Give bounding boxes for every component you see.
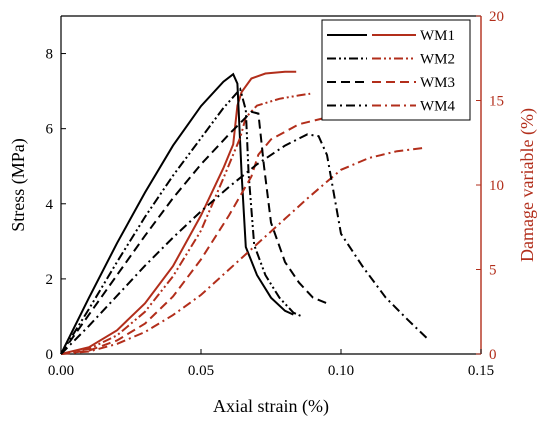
y-tick-label: 6 — [46, 122, 54, 138]
y-tick-label: 0 — [46, 347, 54, 363]
x-tick-label: 0.10 — [328, 363, 354, 379]
legend-label-wm4: WM4 — [420, 99, 455, 115]
y2-tick-label: 15 — [489, 94, 504, 110]
damage-line-wm1 — [60, 70, 297, 355]
y2-tick-label: 20 — [489, 9, 504, 25]
stress-line-wm3 — [60, 110, 328, 355]
damage-line-wm4 — [60, 146, 426, 355]
y2-axis-title: Damage variable (%) — [517, 108, 538, 262]
y-tick-label: 2 — [46, 272, 54, 288]
y2-tick-label: 0 — [489, 347, 497, 363]
y2-tick-label: 10 — [489, 178, 504, 194]
legend-label-wm2: WM2 — [420, 52, 455, 68]
stress-line-wm2 — [60, 87, 303, 355]
legend-label-wm1: WM1 — [420, 28, 455, 44]
legend: WM1 WM2 WM3 WM4 — [321, 19, 471, 121]
damage-line-wm3 — [60, 114, 344, 355]
stress-line-wm4 — [60, 133, 429, 355]
x-tick-label: 0.05 — [188, 363, 214, 379]
x-axis-title: Axial strain (%) — [213, 396, 329, 417]
legend-box — [321, 19, 471, 121]
x-tick-label: 0.00 — [48, 363, 74, 379]
series-layer — [60, 70, 429, 355]
damage-line-wm2 — [60, 92, 311, 355]
y-tick-label: 4 — [46, 197, 54, 213]
stress-line-wm1 — [60, 72, 294, 355]
x-tick-label: 0.15 — [468, 363, 494, 379]
y-tick-label: 8 — [46, 47, 54, 63]
y-axis-title: Stress (MPa) — [8, 138, 29, 232]
y2-tick-label: 5 — [489, 263, 497, 279]
legend-label-wm3: WM3 — [420, 75, 455, 91]
